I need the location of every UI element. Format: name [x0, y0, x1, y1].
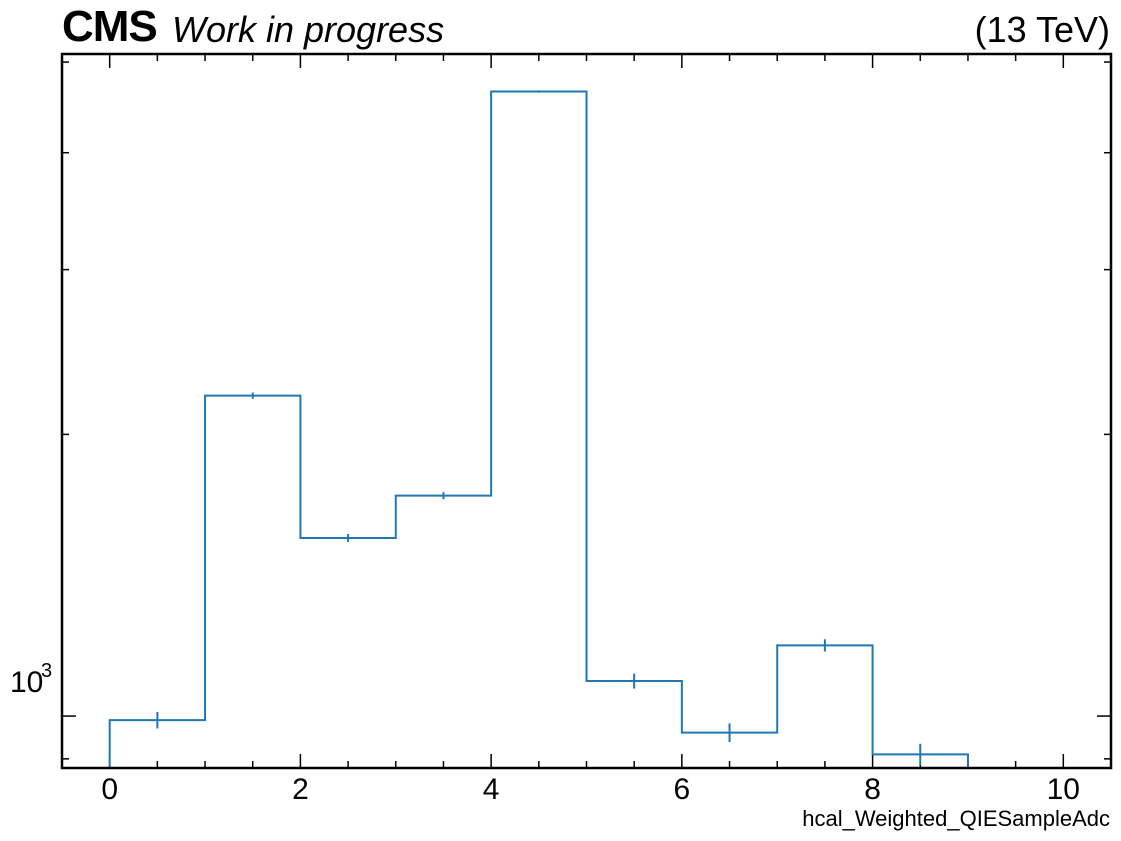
x-tick-labels: 0 2 4 6 8 10: [101, 773, 1080, 806]
x-tick-label: 6: [674, 773, 691, 806]
experiment-label: CMS: [62, 2, 158, 51]
x-tick-label: 0: [101, 773, 118, 806]
histogram-series: [108, 90, 969, 768]
y-tick-label: 10: [10, 666, 43, 699]
plot-frame: [60, 52, 1113, 770]
y-tick-exponent: 3: [41, 660, 52, 682]
histogram-step-line: [108, 90, 969, 768]
status-label: Work in progress: [172, 9, 445, 50]
energy-label: (13 TeV): [974, 9, 1110, 50]
x-tick-label: 2: [292, 773, 309, 806]
x-tick-label: 4: [483, 773, 500, 806]
error-bars: [156, 90, 922, 766]
x-tick-label: 10: [1047, 773, 1080, 806]
x-tick-label: 8: [864, 773, 881, 806]
x-axis-label: hcal_Weighted_QIESampleAdc: [802, 806, 1110, 831]
